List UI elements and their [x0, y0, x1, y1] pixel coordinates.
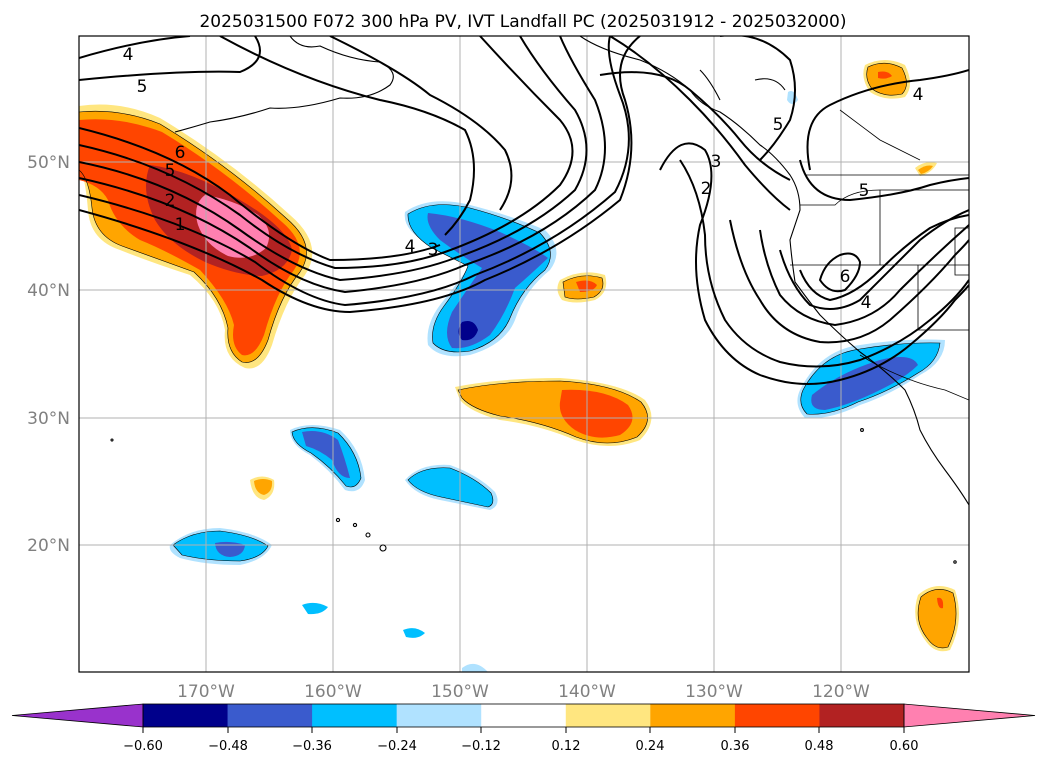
colorbar-tick-label: −0.48	[208, 739, 248, 754]
colorbar-tick-label: −0.60	[123, 739, 163, 754]
colorbar-extend-low	[12, 704, 143, 727]
lon-label: 170°W	[177, 682, 235, 702]
colorbar-swatch	[227, 704, 313, 727]
contour-label: 4	[861, 293, 872, 313]
colorbar-tick-labels: −0.60 −0.48 −0.36 −0.24 −0.12 0.12 0.24 …	[123, 739, 918, 754]
lon-label: 120°W	[812, 682, 870, 702]
colorbar-swatch	[396, 704, 482, 727]
pc-shading-california	[797, 339, 945, 419]
colorbar-tick-label: 0.36	[721, 739, 750, 754]
pv-contours	[79, 36, 969, 385]
contour-label: 5	[859, 181, 870, 201]
colorbar-swatch	[481, 704, 567, 727]
colorbar-swatch	[143, 704, 229, 727]
colorbar-tick-label: −0.12	[461, 739, 501, 754]
colorbar: −0.60 −0.48 −0.36 −0.24 −0.12 0.12 0.24 …	[11, 703, 1036, 754]
contour-label: 5	[165, 161, 176, 181]
colorbar-swatch	[819, 704, 905, 727]
contour-label: 6	[840, 267, 851, 287]
pc-shading-north-pacific	[79, 104, 313, 369]
colorbar-extend-high	[904, 704, 1035, 727]
lat-label: 20°N	[27, 536, 70, 556]
lon-label: 150°W	[431, 682, 489, 702]
figure-title: 2025031500 F072 300 hPa PV, IVT Landfall…	[199, 12, 846, 32]
contour-label: 4	[913, 85, 924, 105]
longitude-labels: 170°W 160°W 150°W 140°W 130°W 120°W	[177, 682, 870, 702]
map-frame	[78, 35, 970, 673]
map-contents: 4 5 6 5 2 1 4 3 5 3 2 4 5 6 4	[79, 36, 969, 672]
colorbar-tick-label: 0.48	[805, 739, 834, 754]
contour-label: 2	[165, 191, 176, 211]
contour-label: 3	[711, 152, 722, 172]
map-background	[79, 36, 969, 672]
pv-contour-labels: 4 5 6 5 2 1 4 3 5 3 2 4 5 6 4	[123, 45, 924, 313]
contour-label: 4	[405, 237, 416, 257]
contour-label: 4	[123, 45, 134, 65]
lat-label: 40°N	[27, 281, 70, 301]
lon-label: 160°W	[304, 682, 362, 702]
map-panel: 4 5 6 5 2 1 4 3 5 3 2 4 5 6 4	[78, 35, 970, 673]
colorbar-tick-label: 0.24	[636, 739, 665, 754]
lon-label: 130°W	[685, 682, 743, 702]
colorbar-tick-label: 0.60	[890, 739, 919, 754]
contour-label: 5	[773, 115, 784, 135]
colorbar-swatch	[312, 704, 398, 727]
colorbar-swatch	[650, 704, 736, 727]
contour-label: 1	[175, 215, 186, 235]
lat-label: 30°N	[27, 409, 70, 429]
contour-label: 6	[175, 143, 186, 163]
latitude-labels: 50°N 40°N 30°N 20°N	[27, 153, 70, 556]
lon-label: 140°W	[558, 682, 616, 702]
colorbar-tick-label: 0.12	[552, 739, 581, 754]
colorbar-swatch	[734, 704, 820, 727]
colorbar-tick-label: −0.24	[377, 739, 417, 754]
colorbar-swatch	[565, 704, 651, 727]
contour-label: 2	[701, 179, 712, 199]
colorbar-tick-label: −0.36	[292, 739, 332, 754]
pc-shading-mid-pacific	[455, 272, 652, 446]
contour-label: 3	[428, 240, 439, 260]
lat-label: 50°N	[27, 153, 70, 173]
contour-label: 5	[137, 77, 148, 97]
